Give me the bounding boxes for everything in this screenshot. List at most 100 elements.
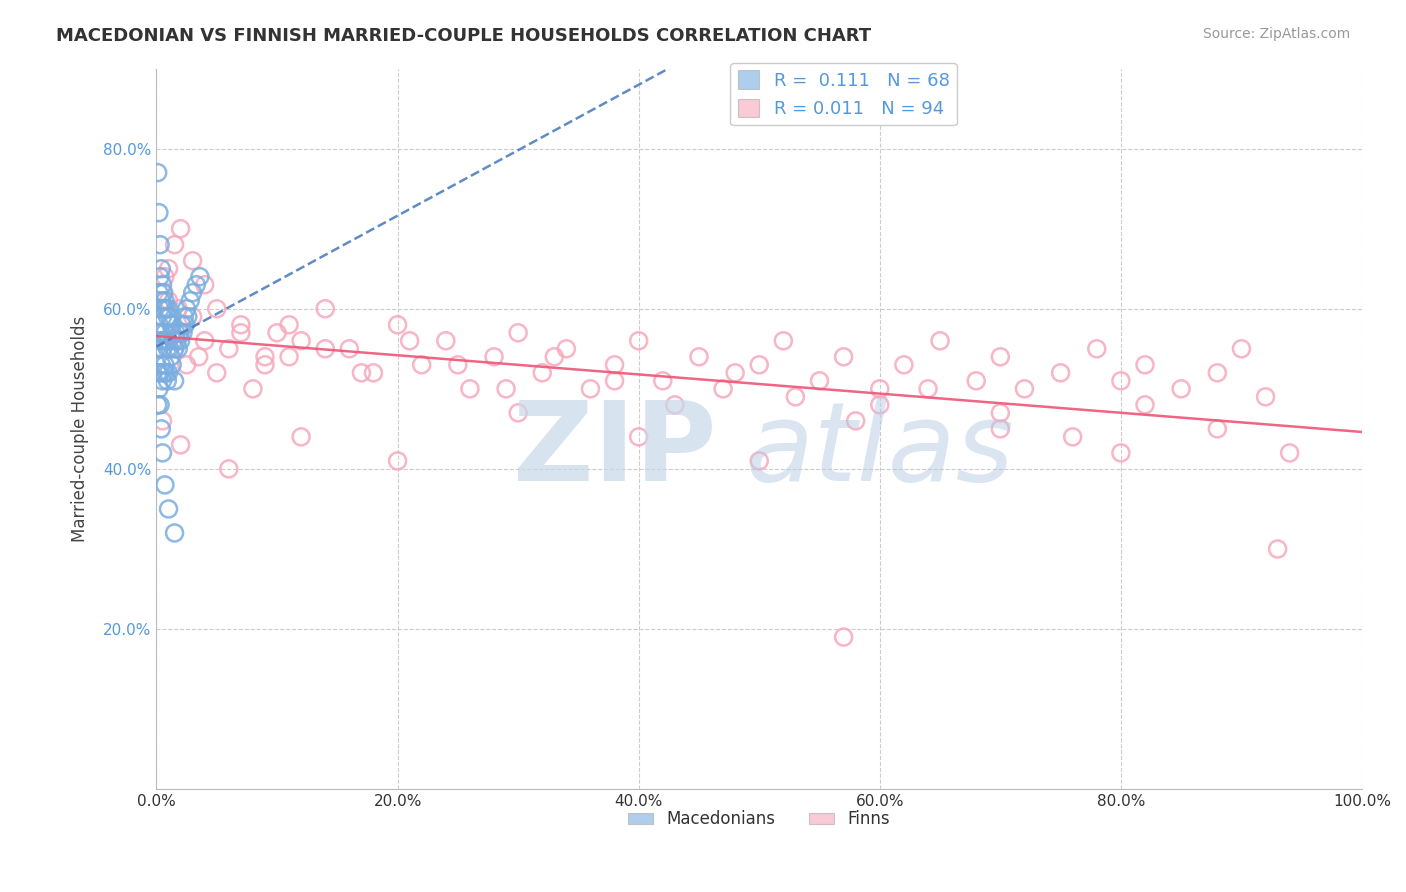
Point [253,350,276,364]
Point [1133,358,1156,372]
Point [157,334,180,348]
Point [194,334,217,348]
Point [627,430,650,444]
Point [159,342,181,356]
Point [1206,422,1229,436]
Point [148,382,170,396]
Point [253,358,276,372]
Point [1049,366,1071,380]
Point [869,398,891,412]
Point [482,350,505,364]
Point [188,269,211,284]
Point [229,326,252,340]
Point [363,366,385,380]
Point [627,334,650,348]
Point [869,382,891,396]
Point [1254,390,1277,404]
Point [160,318,183,332]
Point [149,301,172,316]
Point [651,374,673,388]
Point [157,261,180,276]
Point [166,334,188,348]
Point [181,310,204,324]
Point [314,342,336,356]
Point [152,366,174,380]
Point [181,253,204,268]
Point [169,326,191,340]
Point [218,462,240,476]
Point [917,382,939,396]
Point [169,221,191,235]
Point [929,334,952,348]
Point [152,414,174,428]
Point [152,334,174,348]
Point [748,454,770,468]
Point [163,342,186,356]
Point [531,366,554,380]
Point [148,318,170,332]
Point [218,342,240,356]
Point [146,326,169,340]
Point [1170,382,1192,396]
Point [447,358,470,372]
Point [172,326,194,340]
Point [194,277,217,292]
Point [350,366,373,380]
Point [988,406,1011,420]
Text: Source: ZipAtlas.com: Source: ZipAtlas.com [1202,27,1350,41]
Point [149,334,172,348]
Point [152,374,174,388]
Point [543,350,565,364]
Point [181,285,204,300]
Point [165,326,187,340]
Point [152,285,174,300]
Point [688,350,710,364]
Point [163,526,186,541]
Point [170,318,193,332]
Point [965,374,987,388]
Y-axis label: Married-couple Households: Married-couple Households [72,316,89,542]
Point [772,334,794,348]
Point [242,382,264,396]
Point [555,342,578,356]
Point [167,301,190,316]
Point [832,630,855,644]
Point [845,414,868,428]
Point [205,301,228,316]
Point [167,342,190,356]
Point [152,310,174,324]
Point [1062,430,1084,444]
Point [153,358,176,372]
Point [153,293,176,308]
Point [603,374,626,388]
Point [148,205,170,219]
Point [186,277,208,292]
Point [337,342,360,356]
Point [152,446,174,460]
Point [156,310,179,324]
Point [387,318,409,332]
Point [508,326,530,340]
Text: atlas: atlas [745,397,1014,504]
Point [1133,398,1156,412]
Point [458,382,481,396]
Point [278,318,301,332]
Point [724,366,747,380]
Point [150,422,173,436]
Point [146,166,169,180]
Point [174,318,197,332]
Point [155,334,177,348]
Point [160,358,183,372]
Text: ZIP: ZIP [513,397,716,504]
Point [1206,366,1229,380]
Point [1109,374,1132,388]
Point [162,334,184,348]
Point [150,261,173,276]
Point [152,301,174,316]
Point [155,301,177,316]
Point [290,334,312,348]
Point [146,366,169,380]
Point [149,398,172,412]
Point [150,293,173,308]
Point [434,334,457,348]
